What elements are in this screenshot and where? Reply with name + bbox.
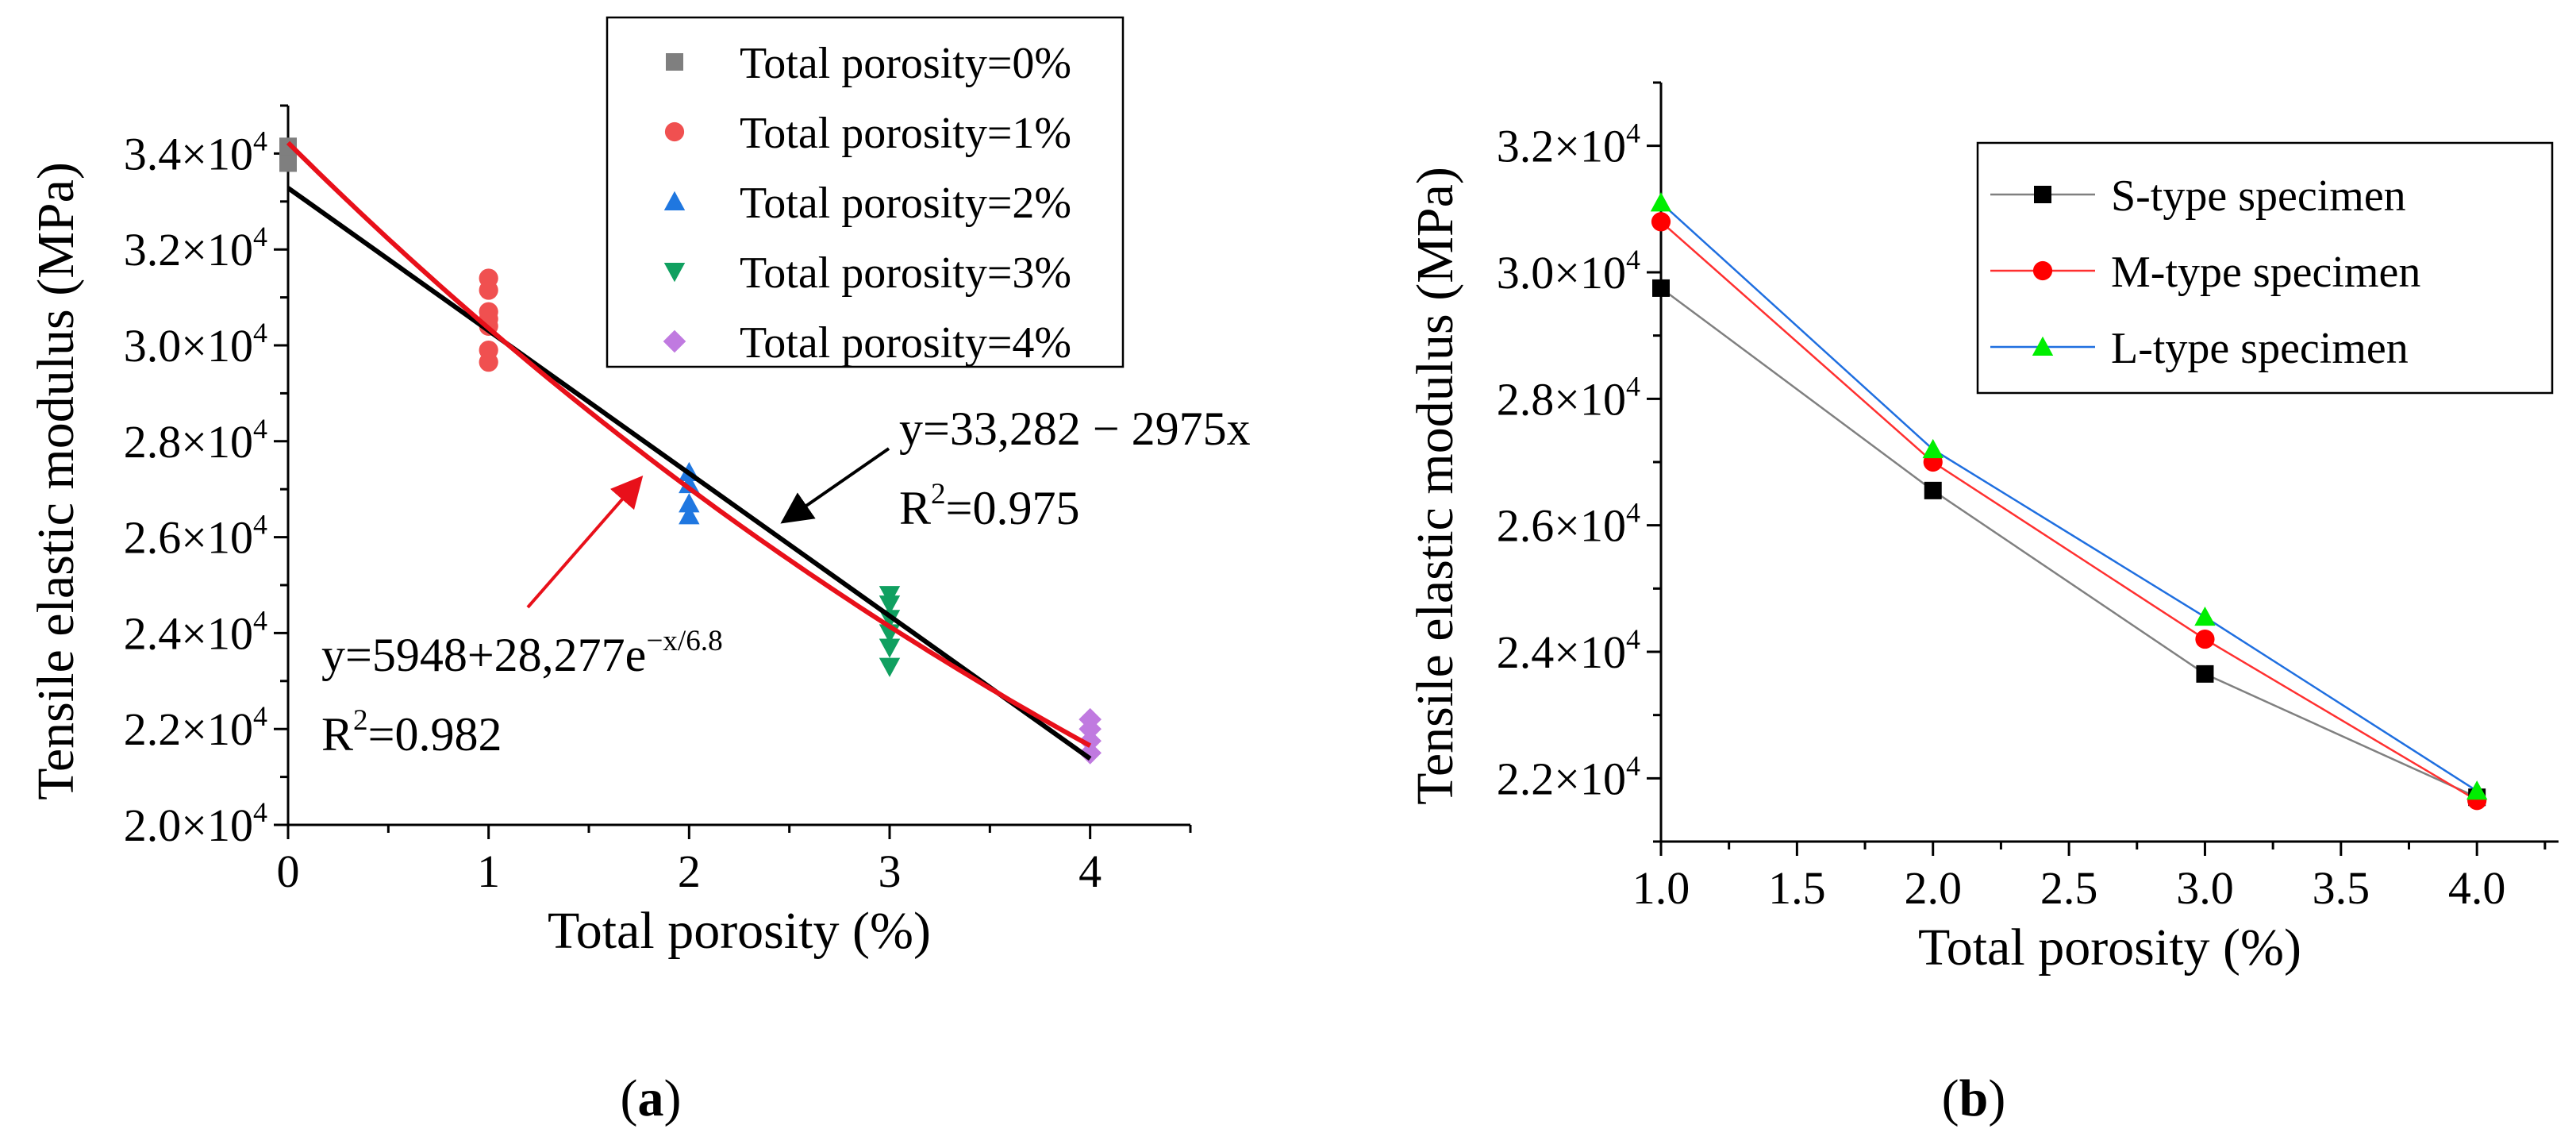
data-point xyxy=(2194,606,2216,626)
x-tick-label: 2 xyxy=(678,846,701,897)
x-tick-label: 3.0 xyxy=(2176,862,2234,914)
data-point xyxy=(679,473,700,494)
x-tick-label: 1 xyxy=(477,846,500,897)
legend-marker xyxy=(663,191,686,210)
y-tick-label: 2.8×104 xyxy=(124,413,267,468)
data-point xyxy=(679,493,700,513)
data-point xyxy=(479,352,498,372)
y-tick-label: 3.2×104 xyxy=(1497,117,1640,172)
y-tick-label: 2.8×104 xyxy=(1497,370,1640,425)
chart-panel-b: 1.0 1.5 2.0 2.5 3.0 3.5 4.0 2.2×104 2.4×104 2.6×1… xyxy=(1406,81,2559,1127)
series-line xyxy=(1660,202,2478,792)
legend-marker xyxy=(664,121,685,142)
x-axis-title: Total porosity (%) xyxy=(548,902,931,960)
data-point xyxy=(479,280,498,300)
data-point xyxy=(2195,629,2215,649)
legend-marker xyxy=(663,263,686,283)
data-point xyxy=(279,137,297,156)
series-line xyxy=(1660,221,2478,802)
data-point xyxy=(1078,742,1102,765)
data-point xyxy=(879,657,901,677)
x-tick-label: 3.5 xyxy=(2313,862,2370,914)
data-point xyxy=(1652,279,1670,297)
y-tick-label: 3.0×104 xyxy=(1497,244,1640,299)
y-tick-label: 2.0×104 xyxy=(124,796,267,851)
data-point xyxy=(1651,212,1671,232)
legend-label: Total porosity=3% xyxy=(740,248,1071,298)
legend-box xyxy=(1976,141,2554,395)
linear-fit-line xyxy=(286,186,1092,761)
x-axis-title: Total porosity (%) xyxy=(1918,919,2301,977)
series-line xyxy=(1660,287,2478,799)
data-point xyxy=(879,638,901,658)
linear-fit-equation: y=33,282 − 2975x xyxy=(899,403,1251,455)
legend-label: L-type specimen xyxy=(2111,324,2409,373)
chart-panel-a: 0 1 2 3 4 2.0×104 2.2×104 2.4×104 2.6×104 2.8×104… xyxy=(27,16,1251,1127)
data-point xyxy=(1924,481,1942,499)
y-tick-label: 2.6×104 xyxy=(1497,497,1640,552)
legend-marker xyxy=(2034,186,2051,203)
y-axis-title: Tensile elastic modulus (MPa) xyxy=(1406,167,1464,805)
x-tick-label: 2.0 xyxy=(1904,862,1962,914)
data-point xyxy=(2466,780,2488,800)
data-point xyxy=(1650,192,1672,212)
legend-label: Total porosity=0% xyxy=(740,39,1071,88)
x-tick-label: 1.0 xyxy=(1632,862,1690,914)
exponential-fit-r2: R2=0.982 xyxy=(321,704,502,761)
x-tick-label: 4.0 xyxy=(2448,862,2506,914)
panel-label-a: (a) xyxy=(621,1069,682,1127)
legend-marker xyxy=(666,53,683,71)
linear-fit-arrow xyxy=(780,447,890,524)
legend-label: Total porosity=1% xyxy=(740,109,1071,158)
legend-label: Total porosity=2% xyxy=(740,179,1071,228)
legend-label: Total porosity=4% xyxy=(740,318,1071,368)
linear-fit-r2: R2=0.975 xyxy=(899,478,1079,534)
y-tick-label: 3.2×104 xyxy=(124,221,267,275)
data-point xyxy=(679,505,700,525)
x-tick-label: 2.5 xyxy=(2040,862,2098,914)
y-tick-label: 2.4×104 xyxy=(124,604,267,659)
data-point xyxy=(1078,717,1102,741)
x-tick-label: 4 xyxy=(1078,846,1102,897)
legend-box xyxy=(606,16,1125,368)
data-point xyxy=(1078,730,1102,753)
data-point xyxy=(879,595,901,615)
y-tick-label: 2.2×104 xyxy=(124,700,267,755)
y-tick-label: 2.2×104 xyxy=(1497,749,1640,804)
y-axis-title: Tensile elastic modulus (MPa) xyxy=(27,162,85,800)
panel-label-b: (b) xyxy=(1942,1069,2006,1127)
y-tick-label: 3.0×104 xyxy=(124,317,267,372)
legend: S-type specimen M-type specimen L-type spe… xyxy=(1976,141,2554,395)
legend-label: S-type specimen xyxy=(2111,171,2406,221)
legend-marker xyxy=(2032,260,2053,281)
x-tick-label: 1.5 xyxy=(1768,862,1826,914)
legend-label: M-type specimen xyxy=(2111,248,2420,297)
data-point xyxy=(1922,438,1944,459)
x-tick-label: 0 xyxy=(277,846,300,897)
legend-marker xyxy=(663,329,686,353)
x-tick-label: 3 xyxy=(879,846,902,897)
y-tick-label: 2.4×104 xyxy=(1497,623,1640,678)
y-tick-label: 2.6×104 xyxy=(124,509,267,564)
exponential-fit-curve xyxy=(286,141,1092,748)
exponential-fit-equation: y=5948+28,277e−x/6.8 xyxy=(321,625,723,681)
legend: Total porosity=0% Total porosity=1% Total … xyxy=(606,16,1125,368)
y-tick-label: 3.4×104 xyxy=(124,125,267,179)
data-point xyxy=(2196,665,2214,683)
legend-marker xyxy=(2032,336,2054,356)
exponential-fit-arrow xyxy=(526,475,644,609)
